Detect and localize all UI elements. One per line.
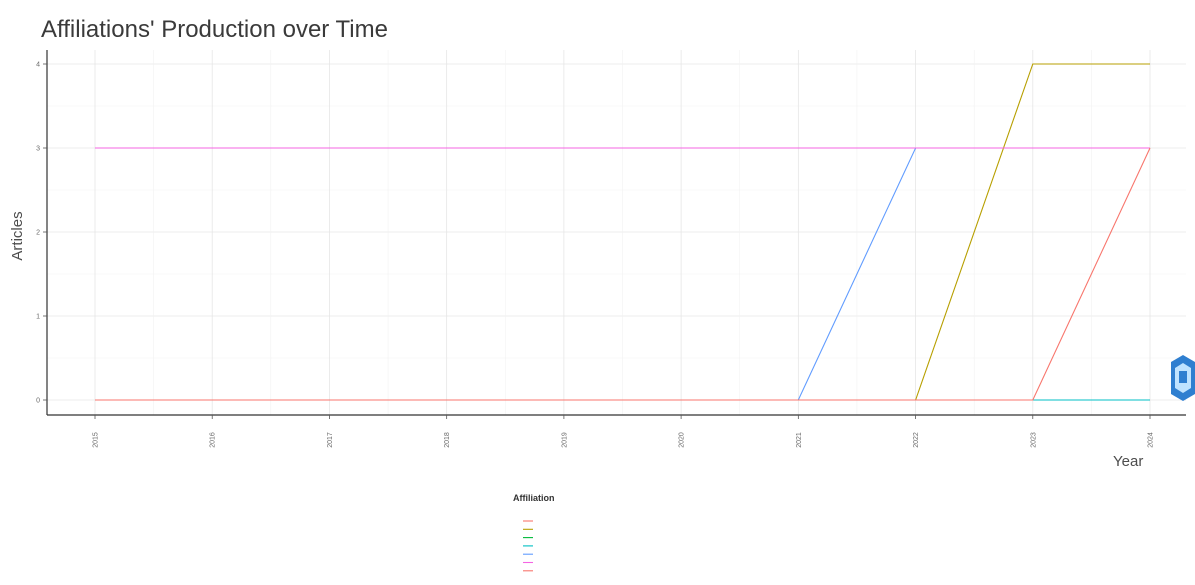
y-tick-label: 1 (36, 314, 40, 321)
chart-title: Affiliations' Production over Time (41, 16, 388, 43)
x-tick-label: 2019 (561, 432, 568, 448)
x-tick-label: 2021 (796, 432, 803, 448)
y-tick-label: 3 (36, 146, 40, 153)
y-tick-label: 4 (36, 62, 40, 69)
x-tick-label: 2018 (444, 432, 451, 448)
x-tick-label: 2023 (1030, 432, 1037, 448)
y-axis-title: Articles (9, 211, 26, 260)
x-axis-title: Year (1113, 453, 1143, 470)
series-line-7 (95, 147, 1151, 401)
legend-title: Affiliation (513, 493, 555, 503)
x-tick-label: 2015 (93, 432, 100, 448)
x-tick-label: 2016 (210, 432, 217, 448)
x-tick-label: 2024 (1148, 432, 1155, 448)
x-tick-label: 2020 (679, 432, 686, 448)
x-ticks: 2015 2016 2017 2018 2019 2020 2021 2022 2023 2024 (93, 415, 1155, 448)
y-tick-label: 2 (36, 230, 40, 237)
y-ticks: 0 1 2 3 4 (36, 62, 47, 405)
legend (523, 520, 533, 572)
logo (1171, 355, 1195, 401)
x-tick-label: 2017 (327, 432, 334, 448)
grid (47, 50, 1186, 415)
x-tick-label: 2022 (913, 432, 920, 448)
y-tick-label: 0 (36, 398, 40, 405)
series-lines (95, 63, 1151, 401)
